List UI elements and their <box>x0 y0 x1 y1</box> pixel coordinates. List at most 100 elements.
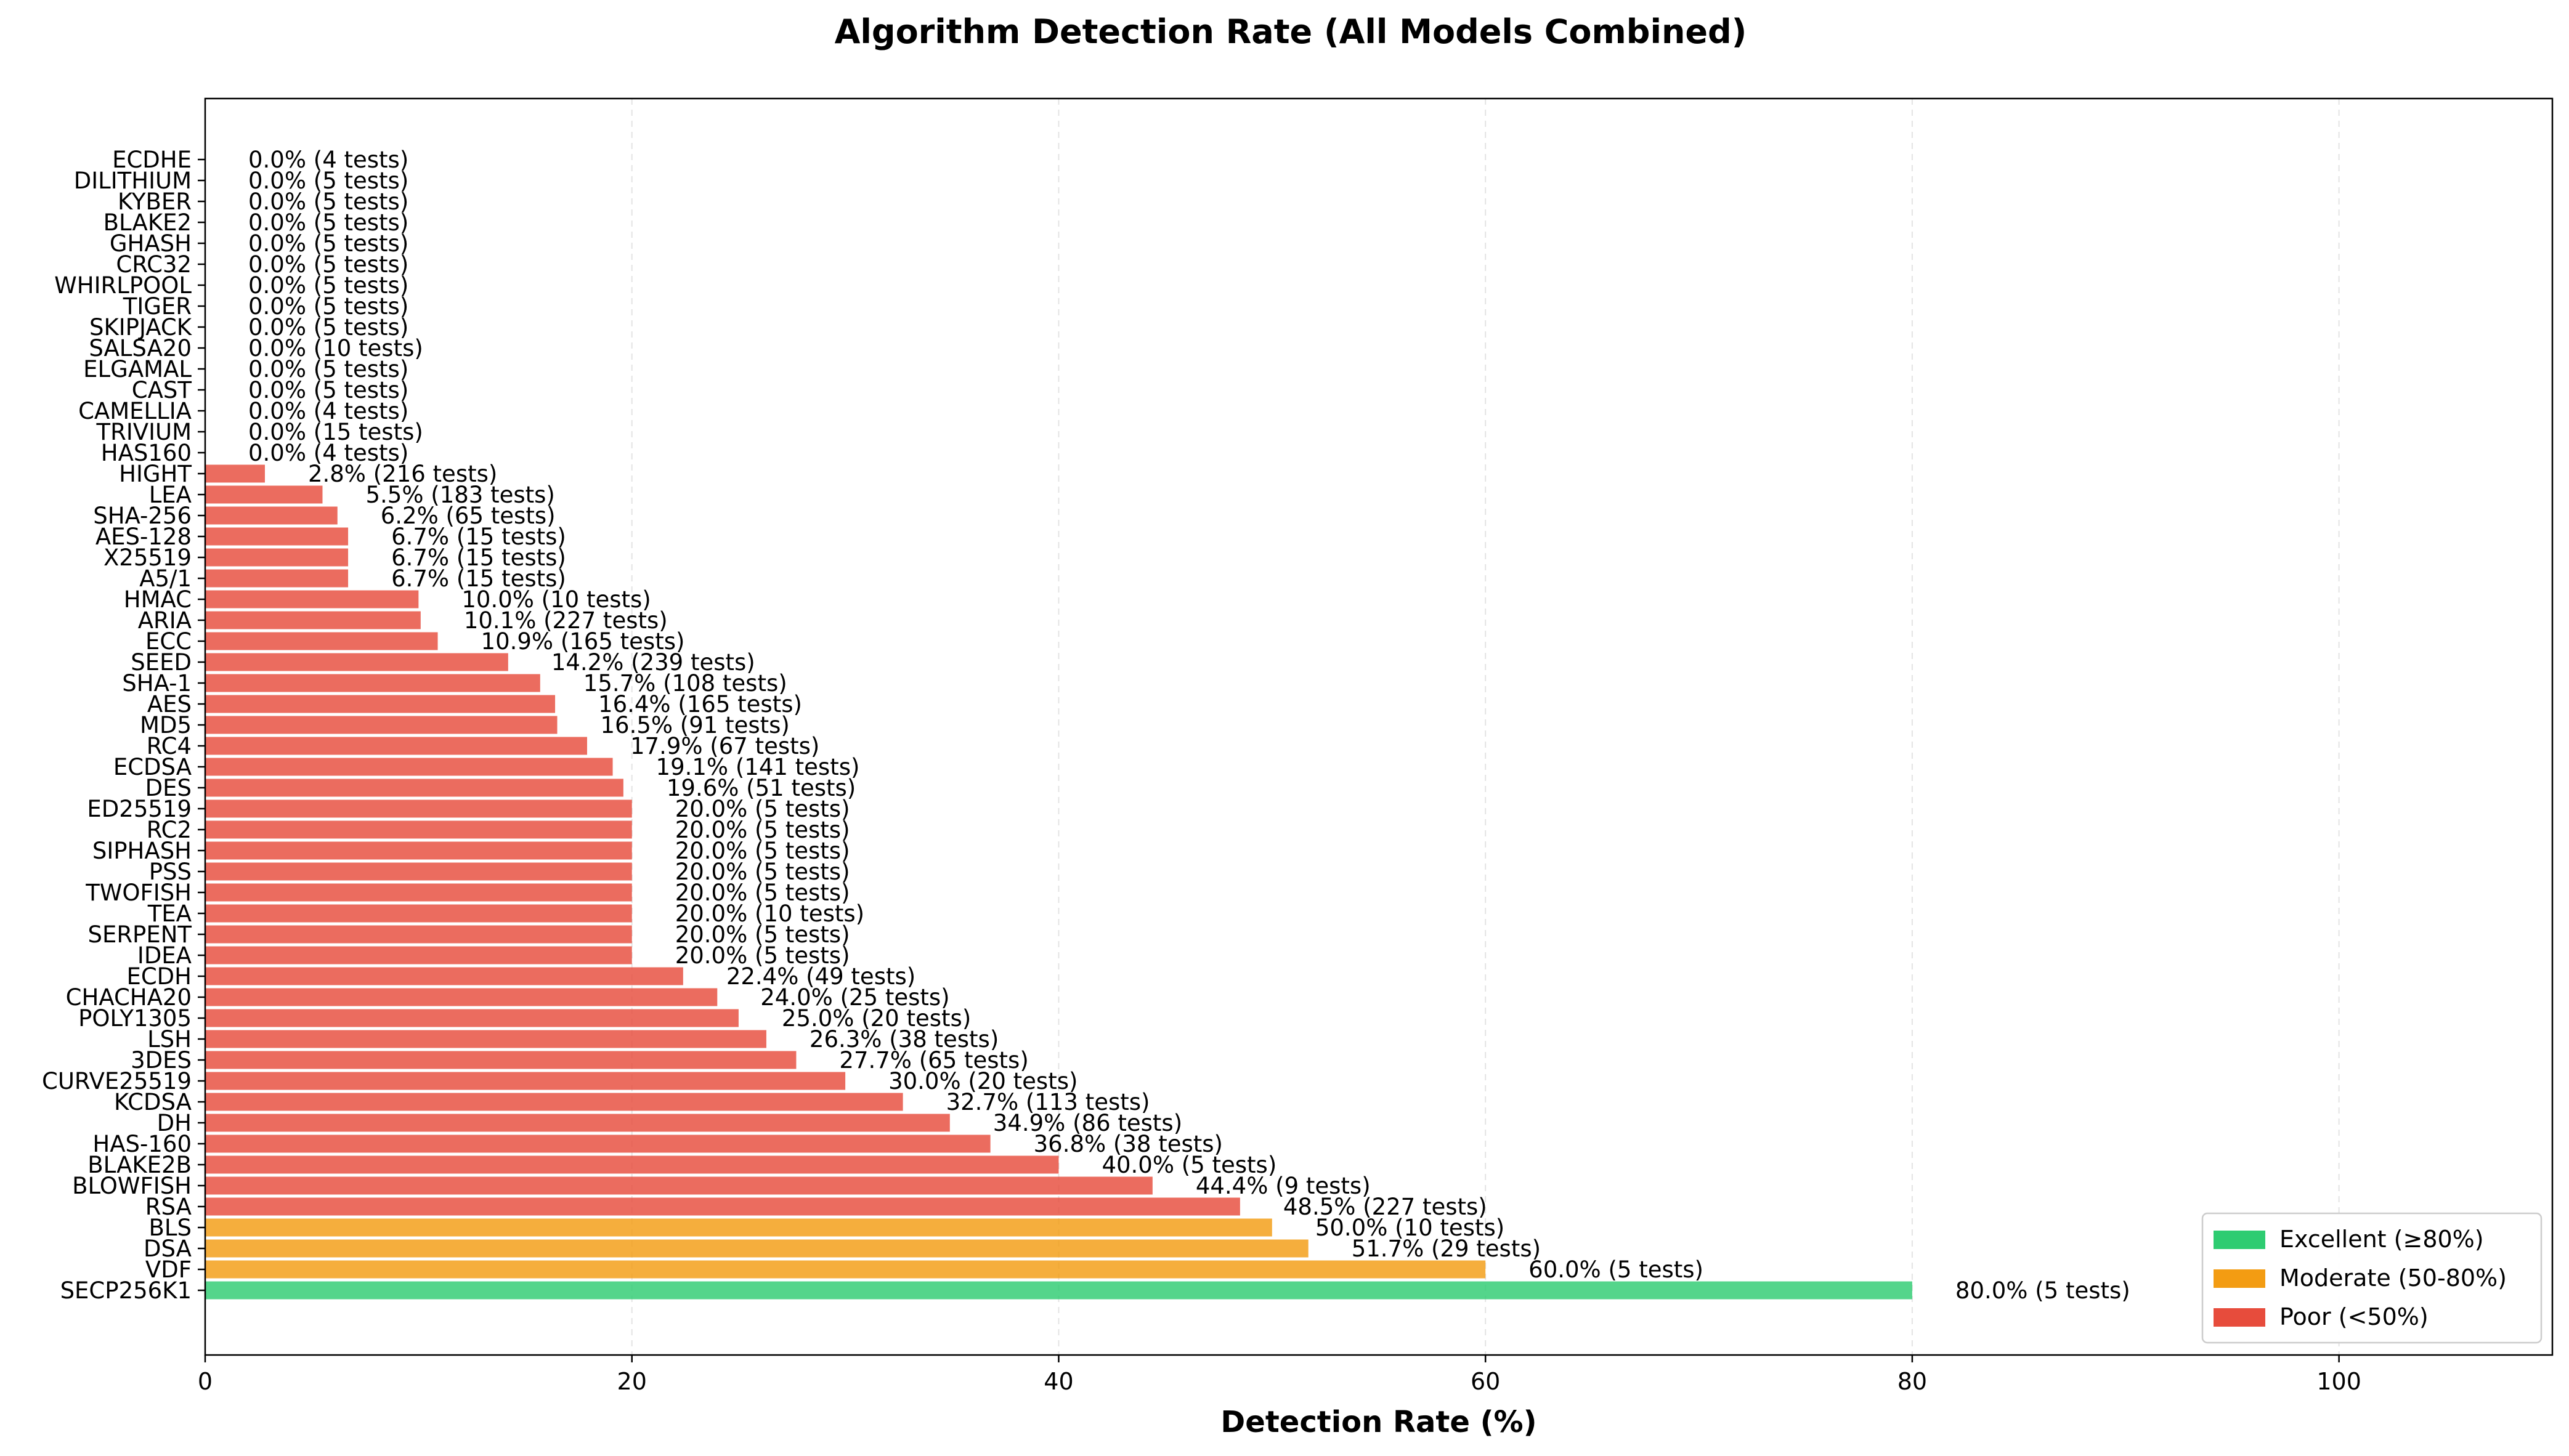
x-tick-label: 80 <box>1897 1368 1927 1395</box>
bar-value-label: 10.0% (10 tests) <box>461 586 651 613</box>
y-tick-label: GHASH <box>110 230 192 257</box>
bar <box>205 758 613 776</box>
y-tick-label: SALSA20 <box>89 335 192 362</box>
legend-box <box>2201 1212 2543 1344</box>
y-tick-label: X25519 <box>103 544 192 571</box>
legend-label: Excellent (≥80%) <box>2279 1226 2484 1253</box>
y-tick-label: HMAC <box>124 586 192 613</box>
bar-value-label: 2.8% (216 tests) <box>308 461 497 487</box>
bar-value-label: 80.0% (5 tests) <box>1955 1277 2130 1304</box>
y-tick-label: ECC <box>145 628 192 655</box>
bar <box>205 695 556 713</box>
y-tick-label: HAS160 <box>101 440 192 466</box>
bar-value-label: 26.3% (38 tests) <box>810 1026 999 1053</box>
bar-value-label: 25.0% (20 tests) <box>782 1005 971 1032</box>
y-tick-label: AES-128 <box>95 524 192 550</box>
data-labels-layer: 80.0% (5 tests) 60.0% (5 tests)51.7% (29 … <box>248 147 2130 1304</box>
bar-value-label: 20.0% (5 tests) <box>675 880 850 906</box>
bar-value-label: 0.0% (5 tests) <box>248 314 408 341</box>
x-tick-label: 40 <box>1044 1368 1073 1395</box>
y-tick-label: DILITHIUM <box>74 168 192 194</box>
y-tick-label: TRIVIUM <box>96 419 192 445</box>
bar <box>205 1197 1240 1216</box>
y-tick-label: SECP256K1 <box>60 1277 192 1304</box>
bar-value-label: 17.9% (67 tests) <box>630 733 819 759</box>
bar-value-label: 60.0% (5 tests) <box>1528 1256 1703 1283</box>
bar-value-label: 0.0% (5 tests) <box>248 377 408 403</box>
bar <box>205 841 632 860</box>
bar <box>205 1176 1153 1195</box>
y-tick-label: SHA-1 <box>122 670 192 697</box>
bar-value-label: 44.4% (9 tests) <box>1196 1173 1371 1199</box>
bar-value-label: 40.0% (5 tests) <box>1102 1152 1276 1178</box>
bar <box>205 946 632 965</box>
bar <box>205 716 558 734</box>
y-tick-label: HIGHT <box>119 461 192 487</box>
y-tick-label: IDEA <box>137 942 192 969</box>
bar-value-label: 32.7% (113 tests) <box>946 1089 1150 1115</box>
y-tick-label: SKIPJACK <box>89 314 193 341</box>
y-tick-label: LEA <box>149 482 192 508</box>
bar-value-label: 20.0% (5 tests) <box>675 817 850 843</box>
legend: Excellent (≥80%) Moderate (50-80%) Poor (<… <box>2201 1212 2543 1344</box>
x-tick-label: 0 <box>198 1368 213 1395</box>
bar <box>205 1093 903 1111</box>
y-tick-label: RC4 <box>147 733 192 759</box>
y-tick-label: DES <box>145 775 192 801</box>
bar-value-label: 0.0% (5 tests) <box>248 272 408 299</box>
plot-frame <box>204 97 2554 1356</box>
bar-value-label: 0.0% (5 tests) <box>248 251 408 278</box>
bar-value-label: 16.5% (91 tests) <box>601 712 790 738</box>
bar <box>205 674 540 692</box>
y-ticks-layer: SECP256K1VDFDSABLSRSABLOWFISHBLAKE2BHAS-… <box>42 147 205 1304</box>
y-tick-label: ARIA <box>138 607 192 634</box>
bar-value-label: 10.9% (165 tests) <box>481 628 685 655</box>
x-axis-label: Detection Rate (%) <box>1220 1405 1536 1439</box>
bar <box>205 1239 1309 1258</box>
bar <box>205 988 718 1006</box>
bar-value-label: 20.0% (5 tests) <box>675 921 850 948</box>
bar <box>205 967 683 985</box>
y-tick-label: BLOWFISH <box>72 1173 192 1199</box>
y-tick-label: CAST <box>132 377 192 403</box>
bar <box>205 1155 1059 1174</box>
y-tick-label: ECDSA <box>113 754 192 780</box>
bar-value-label: 0.0% (5 tests) <box>248 293 408 320</box>
bar-value-label: 30.0% (20 tests) <box>888 1068 1078 1094</box>
chart-title: Algorithm Detection Rate (All Models Com… <box>835 12 1747 51</box>
y-tick-label: TIGER <box>123 293 192 320</box>
bar-value-label: 20.0% (5 tests) <box>675 796 850 822</box>
x-tick-label: 60 <box>1471 1368 1500 1395</box>
y-tick-label: SERPENT <box>87 921 192 948</box>
bar-value-label: 20.0% (5 tests) <box>675 838 850 864</box>
bar <box>205 1072 846 1090</box>
y-tick-label: A5/1 <box>139 565 192 592</box>
bar-value-label: 6.7% (15 tests) <box>391 544 566 571</box>
bars-layer <box>205 464 1912 1300</box>
bar <box>205 464 265 483</box>
bar <box>205 632 438 650</box>
bar <box>205 779 623 797</box>
bar <box>205 1030 766 1048</box>
bar-value-label: 6.7% (15 tests) <box>391 524 566 550</box>
y-tick-label: CHACHA20 <box>66 984 192 1011</box>
y-tick-label: POLY1305 <box>78 1005 192 1032</box>
bar-value-label: 5.5% (183 tests) <box>366 482 555 508</box>
bar-value-label: 27.7% (65 tests) <box>839 1047 1028 1074</box>
y-tick-label: SHA-256 <box>93 503 192 529</box>
bar <box>205 506 338 525</box>
bar-value-label: 15.7% (108 tests) <box>583 670 787 697</box>
y-tick-label: KCDSA <box>114 1089 192 1115</box>
bar-value-label: 24.0% (25 tests) <box>760 984 949 1011</box>
legend-label: Poor (<50%) <box>2279 1303 2429 1330</box>
bar-value-label: 0.0% (5 tests) <box>248 188 408 215</box>
bar-value-label: 10.1% (227 tests) <box>464 607 668 634</box>
y-tick-label: RSA <box>145 1194 192 1220</box>
bar <box>205 1134 991 1153</box>
y-tick-label: 3DES <box>131 1047 192 1074</box>
bar-value-label: 20.0% (10 tests) <box>675 900 864 927</box>
bar-value-label: 19.1% (141 tests) <box>656 754 860 780</box>
y-tick-label: KYBER <box>118 188 192 215</box>
y-tick-label: CURVE25519 <box>42 1068 192 1094</box>
